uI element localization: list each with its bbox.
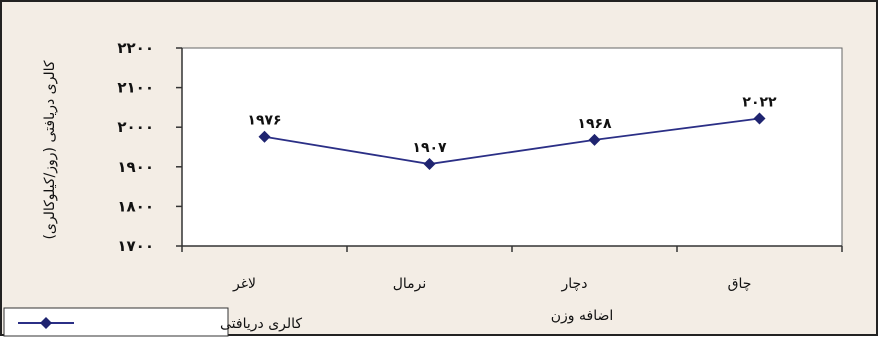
series-layer: ۱۹۷۶ ۱۹۰۷ ۱۹۶۸ ۲۰۲۲	[247, 94, 777, 171]
y-tick-label: ۱۸۰۰	[117, 197, 154, 215]
legend-box	[3, 307, 229, 337]
y-axis-title: کالری دریافتی (روز/کیلوکالری)	[42, 60, 58, 239]
plot-area	[181, 47, 843, 247]
y-tick-label: ۱۷۰۰	[117, 237, 154, 255]
legend: کالری دریافتی	[3, 307, 302, 337]
x-category-label: دچار	[561, 276, 588, 292]
data-label: ۱۹۷۶	[247, 113, 281, 129]
data-point-marker	[258, 130, 271, 143]
data-point-marker	[588, 133, 601, 146]
y-axis-ticks: ۱۷۰۰ ۱۸۰۰ ۱۹۰۰ ۲۰۰۰ ۲۱۰۰ ۲۲۰۰	[117, 39, 182, 255]
data-point-marker	[753, 112, 766, 125]
series-line	[264, 117, 760, 165]
data-label: ۱۹۰۷	[412, 140, 447, 156]
x-axis-title: اضافه وزن	[551, 308, 614, 324]
x-category-label: چاق	[728, 276, 752, 292]
legend-series-label: کالری دریافتی	[220, 316, 302, 332]
y-tick-label: ۲۱۰۰	[117, 79, 154, 97]
x-axis-ticks: لاغر نرمال دچار چاق	[181, 246, 843, 292]
data-point-marker	[423, 158, 436, 171]
legend-marker	[40, 317, 52, 329]
y-tick-label: ۱۹۰۰	[117, 158, 154, 176]
y-tick-label: ۲۰۰۰	[117, 118, 154, 136]
data-label: ۱۹۶۸	[577, 116, 612, 132]
y-tick-label: ۲۲۰۰	[117, 39, 154, 57]
data-label: ۲۰۲۲	[742, 94, 777, 110]
x-category-label: نرمال	[393, 276, 427, 292]
x-category-label: لاغر	[232, 276, 256, 292]
